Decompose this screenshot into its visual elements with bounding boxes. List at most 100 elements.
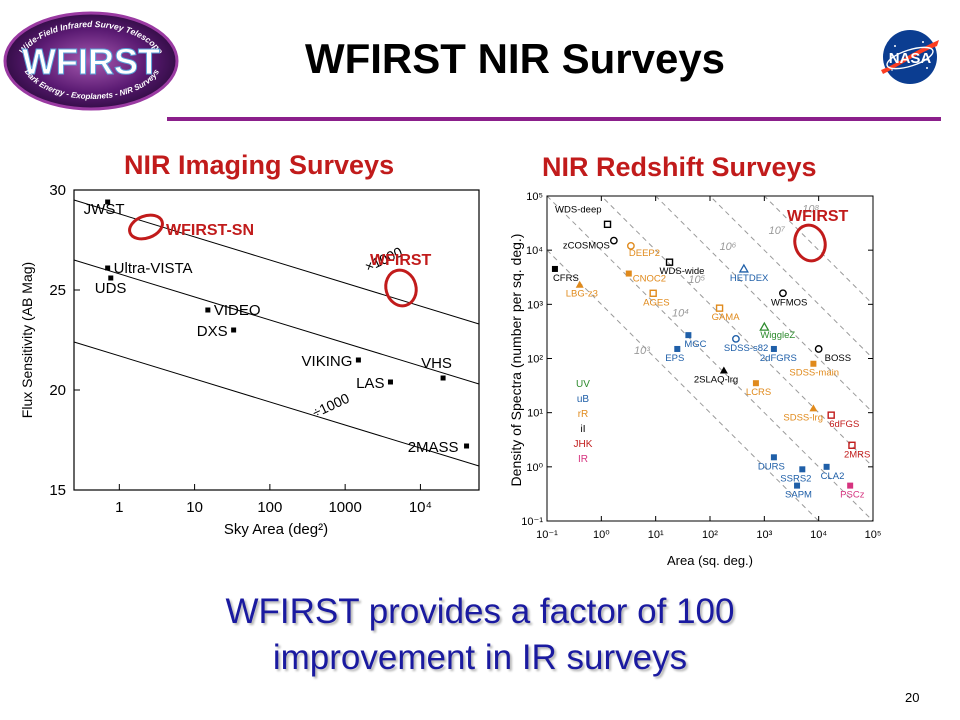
- imaging-point-label: 2MASS: [408, 439, 459, 456]
- redshift-point-label: WDS-wide: [660, 266, 705, 277]
- wfirst-imaging-label: WFIRST: [370, 252, 432, 269]
- imaging-x-tick-label: 1000: [328, 499, 361, 516]
- redshift-y-tick-label: 10¹: [527, 408, 543, 420]
- redshift-point-marker: [626, 241, 635, 250]
- redshift-point-label: MGC: [684, 339, 706, 350]
- redshift-point-marker: [847, 482, 854, 489]
- redshift-legend-item: IR: [578, 454, 588, 465]
- title-divider: [167, 117, 941, 121]
- redshift-point-label: PSCz: [840, 490, 865, 501]
- redshift-point-marker: [732, 335, 740, 343]
- redshift-y-tick-label: 10⁻¹: [521, 516, 543, 528]
- redshift-point-marker: [827, 411, 835, 419]
- redshift-point-label: DEEP2: [629, 248, 660, 259]
- redshift-point-marker: [685, 332, 692, 339]
- redshift-point-label: CLA2: [821, 471, 845, 482]
- wfirst-redshift-marker: [793, 223, 827, 263]
- redshift-panel-title: NIR Redshift Surveys: [542, 152, 817, 182]
- redshift-y-tick-label: 10⁰: [526, 462, 543, 474]
- redshift-point-label: 2MRS: [844, 449, 870, 460]
- redshift-legend-item: JHK: [574, 439, 593, 450]
- redshift-point-label: EPS: [665, 353, 684, 364]
- wfirst-sn-label: WFIRST-SN: [166, 222, 254, 239]
- redshift-point-marker: [575, 280, 584, 288]
- redshift-point-marker: [674, 345, 681, 352]
- page-number: 20: [905, 690, 920, 705]
- imaging-plot-frame: [73, 189, 480, 491]
- redshift-point-marker: [823, 463, 830, 470]
- imaging-scaling-line: [73, 341, 480, 467]
- imaging-panel-title: NIR Imaging Surveys: [124, 150, 395, 180]
- imaging-x-tick-label: 10: [186, 499, 203, 516]
- redshift-point-marker: [799, 466, 806, 473]
- summary-line-1: WFIRST provides a factor of 100: [225, 592, 735, 631]
- redshift-point-label: CNOC2: [633, 274, 666, 285]
- redshift-diagonal-label: 10³: [634, 345, 650, 357]
- imaging-x-tick-label: 1: [115, 499, 123, 516]
- redshift-point-label: LCRS: [746, 387, 771, 398]
- redshift-diagonal-label: 10⁷: [769, 225, 786, 237]
- redshift-point-label: SDSS-lrg: [783, 412, 823, 423]
- redshift-point-marker: [759, 321, 770, 331]
- redshift-y-tick-label: 10⁴: [526, 245, 543, 257]
- redshift-point-label: 2dFGRS: [760, 353, 797, 364]
- redshift-point-marker: [770, 454, 777, 461]
- redshift-point-marker: [719, 366, 728, 374]
- imaging-point-marker: [105, 265, 111, 271]
- imaging-point-label: UDS: [95, 280, 127, 297]
- redshift-legend-item: iI: [581, 424, 586, 435]
- imaging-x-axis-label: Sky Area (deg²): [224, 521, 328, 538]
- redshift-point-marker: [665, 258, 674, 266]
- imaging-line-label-div1000: ÷1000: [310, 390, 352, 421]
- imaging-y-tick-label: 15: [49, 482, 66, 499]
- imaging-point-label: JWST: [84, 201, 125, 218]
- redshift-x-tick-label: 10⁻¹: [536, 529, 558, 541]
- redshift-diagonal-line: [547, 249, 820, 521]
- wfirst-sn-marker: [128, 213, 164, 241]
- redshift-point-label: SSRS2: [780, 473, 811, 484]
- imaging-point-marker: [231, 327, 237, 333]
- imaging-surveys-chart: 1 10 100 1000 10⁴ 30 25 20 15 JWST Ultra-VISTA UDS…: [19, 185, 480, 538]
- redshift-point-label: SDSS-s82: [724, 343, 768, 354]
- nasa-logo: NASA: [881, 30, 939, 84]
- imaging-point-label: DXS: [197, 323, 228, 340]
- redshift-diagonal-label: 10⁸: [802, 203, 819, 215]
- imaging-point-marker: [464, 443, 470, 449]
- redshift-point-marker: [848, 441, 856, 449]
- redshift-point-label: WDS-deep: [555, 204, 601, 215]
- imaging-point-marker: [105, 199, 111, 205]
- imaging-scaling-line: [73, 259, 480, 385]
- imaging-point-marker: [108, 275, 114, 281]
- redshift-point-label: SDSS-main: [789, 368, 839, 379]
- redshift-legend: UV uB rR iI JHK IR: [574, 379, 593, 465]
- imaging-y-tick-label: 20: [49, 382, 66, 399]
- imaging-point-label: LAS: [356, 375, 384, 392]
- redshift-point-marker: [809, 404, 818, 412]
- redshift-point-label: DURS: [758, 461, 785, 472]
- redshift-x-tick-label: 10⁵: [865, 529, 882, 541]
- redshift-diagonal-label: 10⁴: [672, 307, 689, 319]
- redshift-point-label: LBG-z3: [566, 289, 598, 300]
- redshift-point-label: GAMA: [712, 312, 741, 323]
- redshift-point-marker: [551, 265, 558, 272]
- redshift-data-points: WDS-deep zCOSMOS DEEP2 CFRS CNOC2 LBG-z3 WDS-w…: [551, 204, 870, 501]
- redshift-x-tick-label: 10⁴: [810, 529, 827, 541]
- imaging-x-tick-label: 100: [257, 499, 282, 516]
- redshift-legend-item: uB: [577, 394, 590, 405]
- wfirst-redshift-label: WFIRST: [787, 208, 849, 225]
- redshift-point-label: HETDEX: [730, 273, 769, 284]
- imaging-point-marker: [440, 375, 446, 381]
- imaging-y-tick-label: 30: [49, 185, 66, 199]
- redshift-point-label: AGES: [643, 297, 669, 308]
- redshift-y-axis-label: Density of Spectra (number per sq. deg.): [508, 234, 524, 487]
- redshift-point-label: 6dFGS: [829, 419, 859, 430]
- imaging-x-tick-label: 10⁴: [409, 499, 432, 516]
- redshift-point-marker: [810, 360, 817, 367]
- redshift-point-label: WFMOS: [771, 297, 807, 308]
- redshift-point-label: BOSS: [825, 353, 851, 364]
- redshift-point-marker: [625, 270, 632, 277]
- redshift-point-marker: [603, 220, 612, 229]
- redshift-point-label: 2SLAQ-lrg: [694, 375, 738, 386]
